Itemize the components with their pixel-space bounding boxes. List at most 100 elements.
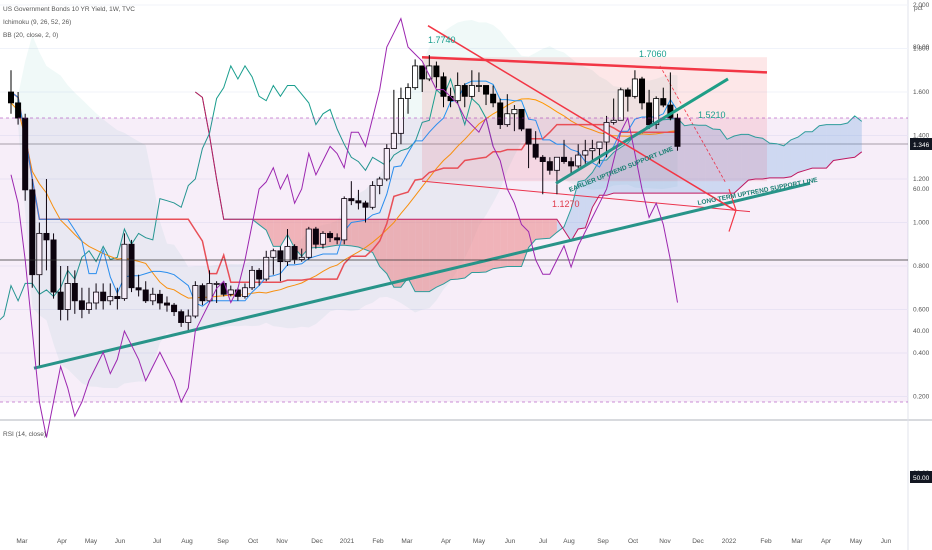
rsi-mid-label: 50.00 bbox=[913, 475, 930, 482]
candle-body bbox=[291, 246, 298, 260]
price-tick-label: 1.600 bbox=[913, 89, 930, 96]
cloud-segment bbox=[712, 128, 720, 194]
candle-body bbox=[568, 161, 575, 167]
candle-body bbox=[156, 293, 163, 304]
candle-body bbox=[199, 285, 206, 302]
cloud-segment bbox=[734, 134, 742, 194]
cloud-segment bbox=[521, 219, 529, 267]
candle-body bbox=[561, 156, 568, 162]
candle-body bbox=[539, 156, 546, 162]
candle-body bbox=[624, 89, 631, 97]
annotation-high1: 1.7740 bbox=[428, 35, 456, 45]
price-unit: pct bbox=[914, 5, 923, 12]
candle-body bbox=[263, 256, 270, 280]
cloud-segment bbox=[273, 219, 281, 247]
x-tick-label: Aug bbox=[181, 538, 193, 545]
candle-body bbox=[93, 291, 100, 304]
cloud-segment bbox=[691, 124, 699, 194]
cloud-segment bbox=[535, 219, 543, 240]
cloud-segment bbox=[393, 219, 401, 288]
bollinger-band-fill bbox=[11, 20, 678, 389]
candle-body bbox=[440, 76, 447, 97]
cloud-segment bbox=[642, 122, 650, 194]
cloud-segment bbox=[727, 136, 735, 194]
cloud-segment bbox=[720, 129, 728, 194]
candlestick-series bbox=[7, 55, 681, 369]
candle-body bbox=[341, 198, 348, 241]
x-tick-label: Sep bbox=[217, 538, 229, 545]
candle-body bbox=[319, 232, 326, 245]
cloud-segment bbox=[769, 143, 777, 178]
candle-body bbox=[397, 98, 404, 134]
cloud-segment bbox=[762, 138, 770, 179]
cloud-segment bbox=[542, 219, 550, 239]
candle-body bbox=[653, 98, 660, 126]
cloud-segment bbox=[663, 119, 671, 194]
chart-legend: US Government Bonds 10 YR Yield, 1W, TVC… bbox=[3, 3, 135, 42]
candle-body bbox=[617, 89, 624, 121]
trend-lines bbox=[33, 77, 811, 370]
channel-top-line bbox=[421, 55, 768, 74]
candle-body bbox=[107, 296, 114, 302]
candle-body bbox=[85, 302, 92, 310]
cloud-segment bbox=[812, 125, 820, 169]
candle-body bbox=[100, 291, 107, 302]
candle-body bbox=[454, 85, 461, 102]
price-tick-label: 0.200 bbox=[913, 394, 930, 401]
x-tick-label: May bbox=[85, 538, 98, 545]
legend-bb: BB (20, close, 2, 0) bbox=[3, 32, 59, 39]
cloud-segment bbox=[805, 131, 813, 171]
rsi-legend: RSI (14, close) bbox=[3, 428, 46, 441]
rsi-tick-label: 40.00 bbox=[913, 328, 930, 335]
x-tick-label: Dec bbox=[692, 538, 704, 545]
candle-body bbox=[412, 65, 419, 89]
candle-body bbox=[312, 228, 319, 245]
x-tick-label: Jun bbox=[881, 538, 892, 545]
chikou-span bbox=[0, 64, 494, 321]
candle-body bbox=[355, 200, 362, 204]
cloud-segment bbox=[287, 219, 295, 249]
candle-body bbox=[426, 65, 433, 80]
cloud-segment bbox=[649, 120, 657, 194]
rsi-tick-label: 80.00 bbox=[913, 44, 930, 51]
rsi-divergence-line bbox=[427, 25, 736, 211]
candle-body bbox=[298, 256, 305, 260]
x-tick-label: Nov bbox=[276, 538, 288, 545]
x-tick-label: Feb bbox=[372, 538, 384, 545]
candle-body bbox=[43, 232, 50, 241]
legend-ichimoku: Ichimoku (9, 26, 52, 26) bbox=[3, 19, 72, 26]
x-tick-label: Nov bbox=[659, 538, 671, 545]
candle-body bbox=[171, 304, 178, 313]
candle-body bbox=[57, 291, 64, 310]
candle-body bbox=[192, 285, 199, 317]
candle-body bbox=[405, 87, 412, 99]
candle-body bbox=[383, 148, 390, 180]
candle-body bbox=[142, 289, 149, 302]
candle-body bbox=[504, 113, 511, 126]
cloud-segment bbox=[571, 181, 579, 241]
cloud-segment bbox=[386, 219, 394, 288]
candle-body bbox=[376, 178, 383, 186]
cloud-segment bbox=[592, 160, 600, 208]
candle-body bbox=[7, 91, 14, 104]
cloud-segment bbox=[408, 219, 416, 292]
candle-body bbox=[419, 65, 426, 80]
candle-body bbox=[206, 282, 213, 302]
x-tick-label: Oct bbox=[628, 538, 638, 545]
price-tick-label: 0.600 bbox=[913, 307, 930, 314]
annotation-low1: 1.1270 bbox=[552, 199, 580, 209]
price-tick-label: 1.200 bbox=[913, 176, 930, 183]
x-tick-label: 2022 bbox=[722, 538, 737, 545]
cloud-segment bbox=[613, 147, 621, 194]
candle-body bbox=[546, 161, 553, 171]
x-tick-label: Jul bbox=[539, 538, 548, 545]
cloud-segment bbox=[478, 219, 487, 273]
candle-body bbox=[575, 154, 582, 167]
cloud-segment bbox=[358, 219, 366, 250]
channel-bottom-line bbox=[421, 180, 751, 213]
candle-body bbox=[149, 293, 156, 302]
candle-body bbox=[433, 65, 440, 78]
x-tick-label: Mar bbox=[401, 538, 413, 545]
candle-body bbox=[305, 228, 312, 258]
